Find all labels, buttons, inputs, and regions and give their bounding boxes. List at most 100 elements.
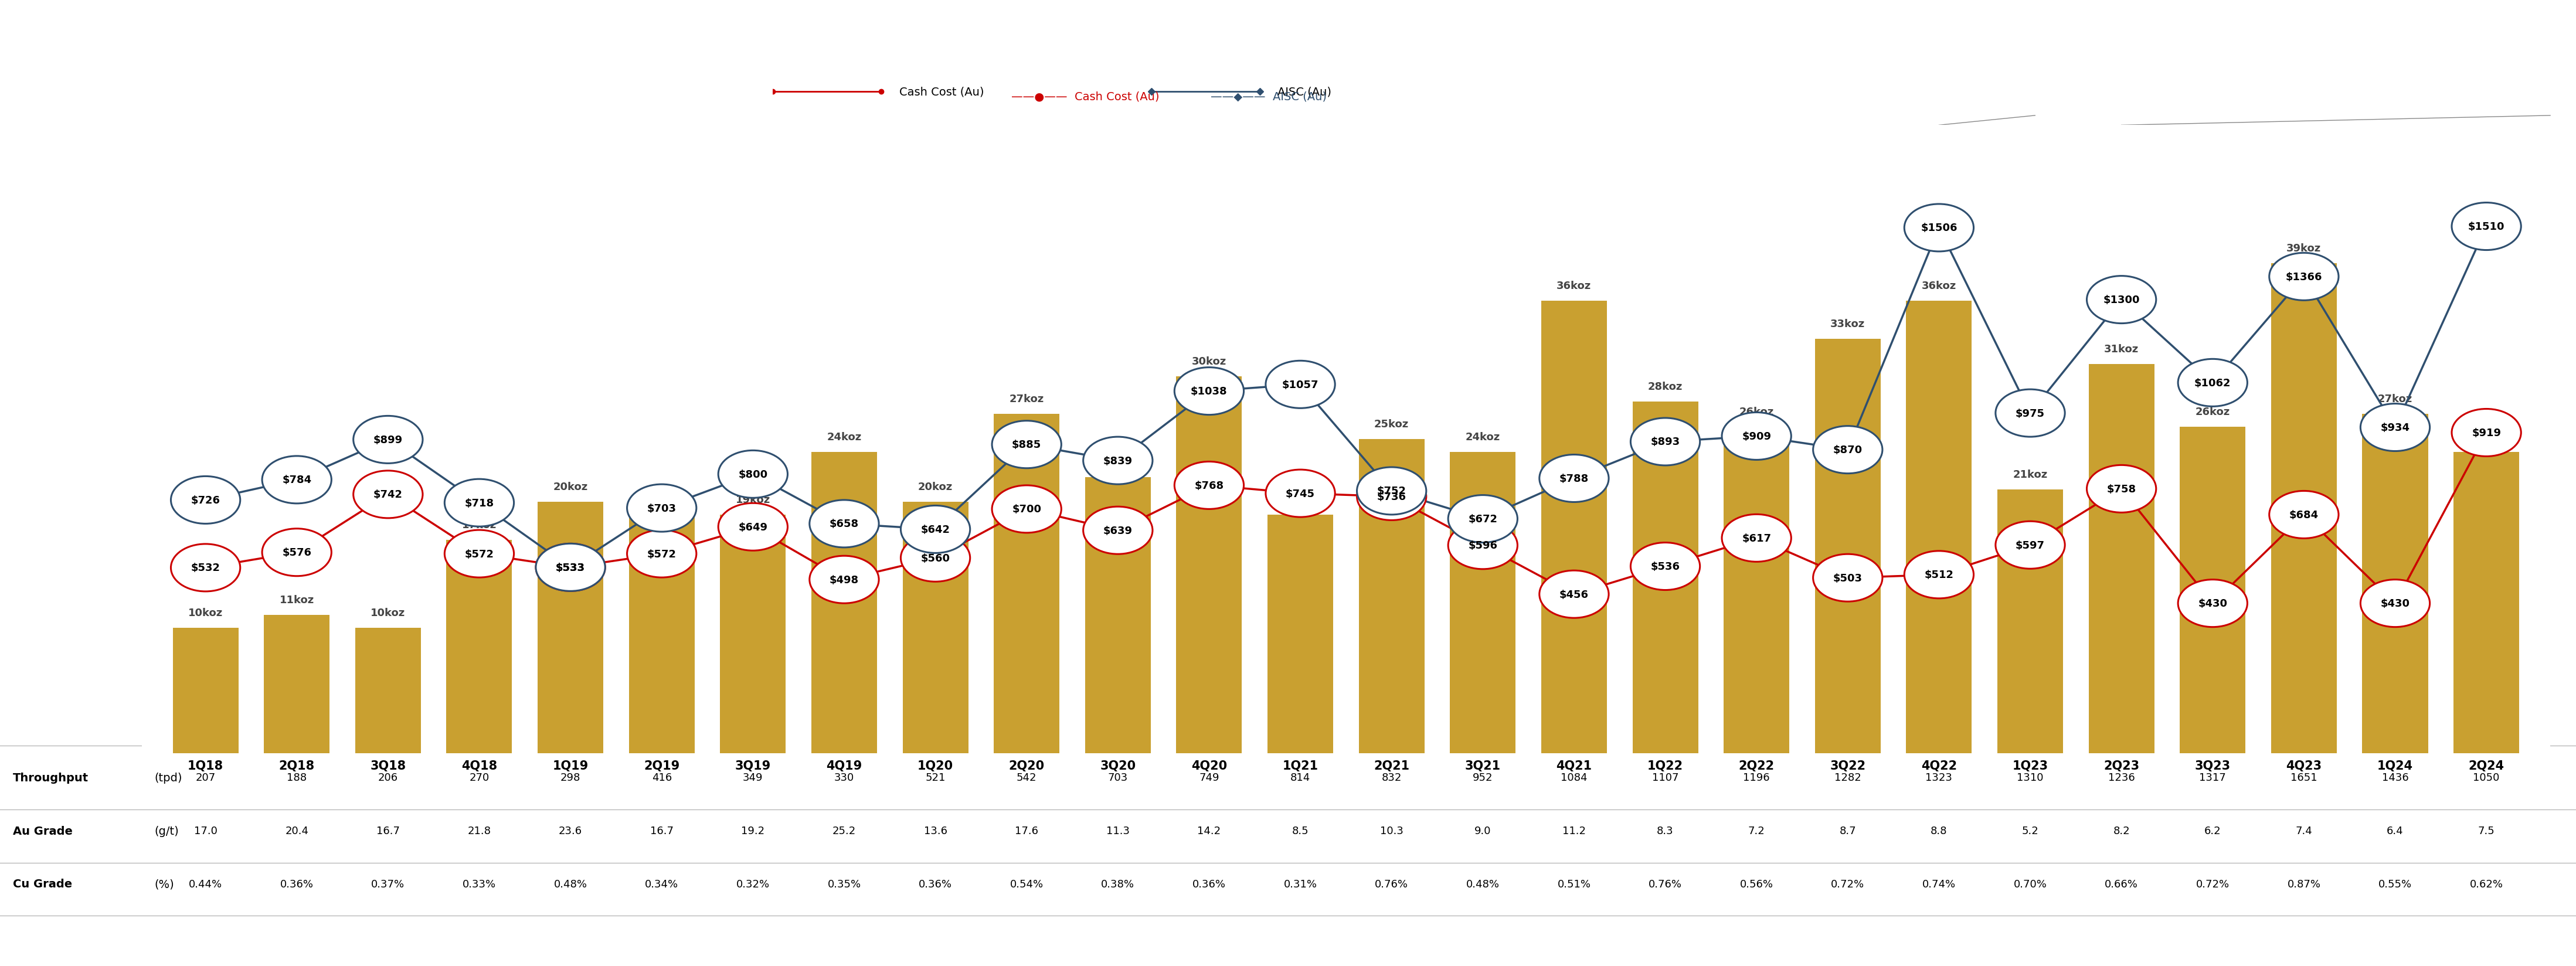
Text: $560: $560 (920, 553, 951, 563)
Ellipse shape (902, 506, 971, 554)
Bar (538, 502, 603, 753)
Ellipse shape (2360, 404, 2429, 451)
Text: 1107: 1107 (1651, 773, 1680, 782)
Text: $1057: $1057 (1283, 380, 1319, 390)
Bar (2362, 414, 2429, 753)
Text: 270: 270 (469, 773, 489, 782)
Text: 349: 349 (742, 773, 762, 782)
Ellipse shape (1448, 522, 1517, 569)
Ellipse shape (1904, 205, 1973, 252)
Text: 25.2: 25.2 (832, 826, 855, 836)
Text: 14.2: 14.2 (1198, 826, 1221, 836)
Text: 0.35%: 0.35% (827, 879, 860, 889)
Ellipse shape (1814, 426, 1883, 473)
Text: (tpd): (tpd) (155, 772, 183, 783)
Bar (629, 515, 696, 753)
Text: 27koz: 27koz (1010, 394, 1043, 405)
Text: 0.56%: 0.56% (1739, 879, 1772, 889)
Text: $870: $870 (1834, 444, 1862, 455)
Text: Cash Cost (Au): Cash Cost (Au) (899, 86, 984, 98)
Text: 1050: 1050 (2473, 773, 2499, 782)
Text: $533: $533 (556, 562, 585, 573)
Text: 0.36%: 0.36% (1193, 879, 1226, 889)
Bar (1996, 490, 2063, 753)
Text: $596: $596 (1468, 540, 1497, 551)
Text: ——◆——  AISC (Au): ——◆—— AISC (Au) (1211, 91, 1327, 102)
Text: 0.55%: 0.55% (2378, 879, 2411, 889)
Text: $1300: $1300 (2102, 295, 2141, 305)
Text: 23.6: 23.6 (559, 826, 582, 836)
Text: (g/t): (g/t) (155, 825, 180, 837)
Text: 0.33%: 0.33% (464, 879, 497, 889)
Text: 6.2: 6.2 (2205, 826, 2221, 836)
Text: $533: $533 (556, 562, 585, 573)
Text: 0.37%: 0.37% (371, 879, 404, 889)
Text: 26koz: 26koz (2195, 407, 2231, 417)
Text: 298: 298 (562, 773, 580, 782)
Ellipse shape (2360, 580, 2429, 627)
Text: 8.5: 8.5 (1293, 826, 1309, 836)
Text: 5.2: 5.2 (2022, 826, 2038, 836)
Text: $1366: $1366 (2285, 271, 2321, 282)
Ellipse shape (446, 530, 515, 578)
Text: 21koz: 21koz (2012, 469, 2048, 480)
Text: 0.51%: 0.51% (1558, 879, 1592, 889)
Text: 1310: 1310 (2017, 773, 2043, 782)
Text: 16.7: 16.7 (376, 826, 399, 836)
Text: $1062: $1062 (2195, 378, 2231, 388)
Text: $703: $703 (647, 503, 677, 514)
Text: 0.70%: 0.70% (2014, 879, 2048, 889)
Ellipse shape (1082, 507, 1151, 554)
Bar (1816, 339, 1880, 753)
Ellipse shape (2179, 580, 2246, 627)
Ellipse shape (353, 471, 422, 519)
Text: $572: $572 (647, 549, 677, 559)
Bar (355, 628, 420, 753)
Text: 19.2: 19.2 (742, 826, 765, 836)
Bar (1906, 301, 1971, 753)
Text: $768: $768 (1195, 480, 1224, 491)
Ellipse shape (902, 534, 971, 582)
Ellipse shape (536, 544, 605, 591)
Text: (%): (%) (155, 878, 175, 890)
Text: 10.3: 10.3 (1381, 826, 1404, 836)
Ellipse shape (1721, 515, 1790, 562)
Text: 30koz: 30koz (1193, 356, 1226, 367)
Text: 31koz: 31koz (2105, 344, 2138, 355)
Text: $758: $758 (2107, 484, 2136, 495)
Text: 542: 542 (1018, 773, 1036, 782)
Ellipse shape (1996, 522, 2066, 569)
Text: 21.8: 21.8 (466, 826, 492, 836)
Text: 1236: 1236 (2107, 773, 2136, 782)
Text: 24koz: 24koz (1466, 432, 1499, 442)
Bar (2179, 427, 2246, 753)
Text: Throughput: Throughput (13, 772, 88, 783)
Ellipse shape (626, 485, 696, 532)
Text: 9.0: 9.0 (1473, 826, 1492, 836)
Text: $745: $745 (1285, 489, 1314, 498)
Text: 10koz: 10koz (188, 608, 224, 618)
Text: $934: $934 (2380, 422, 2409, 433)
Bar (2452, 452, 2519, 753)
Text: $642: $642 (920, 525, 951, 535)
Text: 25koz: 25koz (1373, 419, 1409, 430)
Text: $639: $639 (1103, 526, 1133, 536)
Ellipse shape (446, 479, 515, 526)
Text: $893: $893 (1651, 437, 1680, 447)
Text: $430: $430 (2197, 598, 2228, 609)
Text: $597: $597 (2014, 540, 2045, 551)
Ellipse shape (263, 528, 332, 577)
Text: $617: $617 (1741, 533, 1772, 544)
Ellipse shape (1265, 469, 1334, 518)
Text: $1510: $1510 (2468, 221, 2504, 232)
Text: 7.4: 7.4 (2295, 826, 2313, 836)
Bar (263, 615, 330, 753)
Ellipse shape (536, 544, 605, 591)
Ellipse shape (1631, 543, 1700, 590)
Text: $800: $800 (739, 469, 768, 480)
Text: 0.44%: 0.44% (188, 879, 222, 889)
Text: $919: $919 (2473, 428, 2501, 439)
Text: 0.72%: 0.72% (2195, 879, 2228, 889)
Text: 0.76%: 0.76% (1649, 879, 1682, 889)
Text: $1506: $1506 (1922, 223, 1958, 234)
